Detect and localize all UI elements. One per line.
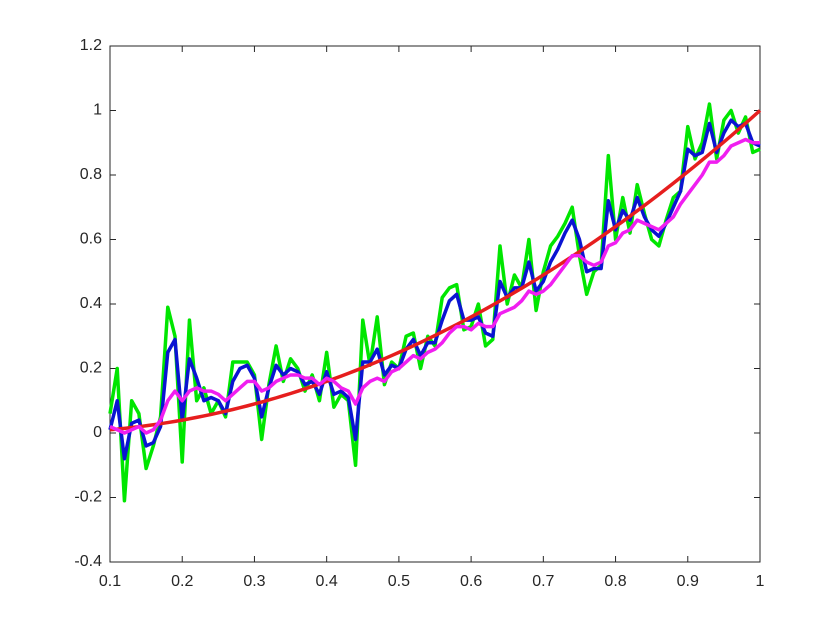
- x-tick-label: 0.3: [243, 573, 265, 590]
- y-tick-label: 0.2: [80, 360, 102, 377]
- x-tick-label: 0.8: [604, 573, 626, 590]
- y-tick-label: -0.4: [74, 553, 102, 570]
- x-tick-label: 0.5: [388, 573, 410, 590]
- x-tick-label: 0.1: [99, 573, 121, 590]
- x-tick-label: 0.2: [171, 573, 193, 590]
- y-tick-label: 0.8: [80, 166, 102, 183]
- y-tick-label: 0: [93, 424, 102, 441]
- data-line: [109, 109, 762, 432]
- y-tick-label: 0.4: [80, 295, 102, 312]
- x-tick-label: 0.9: [677, 573, 699, 590]
- x-tick-label: 0.4: [316, 573, 338, 590]
- data-line: [108, 118, 761, 461]
- x-tick-label: 0.7: [532, 573, 554, 590]
- plot-box: [109, 45, 761, 563]
- y-tick-label: 1.2: [80, 37, 102, 54]
- y-tick-label: 1: [93, 102, 102, 119]
- y-tick-label: -0.2: [74, 489, 102, 506]
- x-tick-label: 0.6: [460, 573, 482, 590]
- data-line: [109, 137, 760, 435]
- x-tick-label: 1: [756, 573, 765, 590]
- y-tick-label: 0.6: [80, 231, 102, 248]
